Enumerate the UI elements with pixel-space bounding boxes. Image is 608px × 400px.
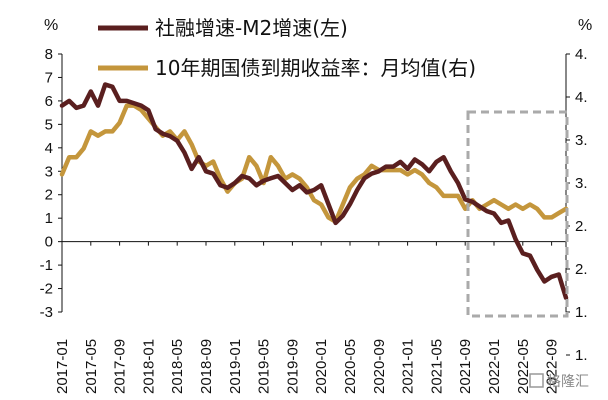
left-tick-label: -3 (40, 304, 53, 321)
x-tick-label: 2021-05 (428, 339, 445, 394)
right-tick-label: 4. (575, 46, 588, 63)
left-tick-label: 3 (45, 163, 53, 180)
left-tick-label: 5 (45, 116, 53, 133)
right-axis-unit: % (578, 17, 592, 34)
x-tick-label: 2019-09 (284, 339, 301, 394)
watermark-text: 格隆汇 (547, 374, 589, 390)
right-tick-label: 1. (575, 347, 588, 364)
left-tick-label: -2 (40, 281, 53, 298)
legend-label-series1: 社融增速-M2增速(左) (155, 16, 348, 40)
right-tick-label: 3. (575, 132, 588, 149)
series-line-2 (59, 103, 569, 224)
x-tick-label: 2018-01 (140, 339, 157, 394)
right-tick-label: 1. (575, 304, 588, 321)
left-tick-label: 4 (45, 140, 53, 157)
left-tick-label: 0 (45, 234, 53, 251)
right-tick-label: 2. (575, 218, 588, 235)
watermark-logo-icon (529, 373, 544, 388)
left-tick-label: 2 (45, 187, 53, 204)
highlight-box (466, 110, 569, 318)
x-tick-label: 2018-09 (198, 339, 215, 394)
left-tick-label: 7 (45, 69, 53, 86)
x-tick-label: 2017-09 (112, 339, 129, 394)
x-tick-label: 2017-05 (83, 339, 100, 394)
x-tick-label: 2022-01 (486, 339, 503, 394)
right-tick-label: 2. (575, 261, 588, 278)
series-line-1 (59, 82, 569, 301)
right-tick-label: 4. (575, 89, 588, 106)
left-tick-label: 1 (45, 210, 53, 227)
x-tick-label: 2018-05 (169, 339, 186, 394)
x-tick-label: 2021-01 (400, 339, 417, 394)
left-tick-label: -1 (40, 257, 53, 274)
legend: 社融增速-M2增速(左) 10年期国债到期收益率：月均值(右) (98, 16, 476, 80)
x-tick-label: 2019-05 (256, 339, 273, 394)
x-tick-label: 2020-01 (313, 339, 330, 394)
left-tick-label: 6 (45, 93, 53, 110)
x-tick-label: 2019-01 (227, 339, 244, 394)
watermark: 格隆汇 (529, 373, 589, 390)
x-tick-label: 2020-05 (342, 339, 359, 394)
series-layer (59, 82, 569, 301)
left-tick-label: 8 (45, 46, 53, 63)
x-tick-label: 2022-09 (544, 339, 561, 394)
legend-label-series2: 10年期国债到期收益率：月均值(右) (155, 56, 476, 80)
right-tick-label: 3. (575, 175, 588, 192)
axes: 8 7 6 5 4 3 2 1 0 -1 -2 -3 4. 4. 3. 3. 2. 2. 1. 1. 2017-01 20… (40, 46, 588, 394)
x-tick-label: 2021-09 (457, 339, 474, 394)
x-tick-label: 2022-05 (515, 339, 532, 394)
x-tick-label: 2017-01 (54, 339, 71, 394)
left-axis-unit: % (44, 17, 58, 34)
x-tick-label: 2020-09 (371, 339, 388, 394)
